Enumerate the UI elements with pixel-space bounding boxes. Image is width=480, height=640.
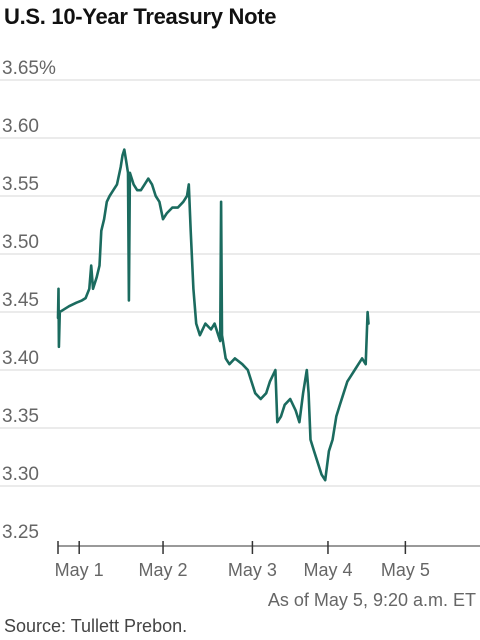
y-tick-label: 3.35 — [2, 406, 39, 427]
x-tick-label: May 4 — [303, 560, 352, 580]
x-tick-label: May 1 — [55, 560, 104, 580]
x-tick-label: May 5 — [381, 560, 430, 580]
source-note: Source: Tullett Prebon. — [4, 616, 188, 636]
y-tick-label: 3.25 — [2, 522, 39, 543]
y-tick-label: 3.40 — [2, 348, 39, 369]
y-tick-label: 3.30 — [2, 464, 39, 485]
y-axis-tick-labels: 3.65% 3.60 3.55 3.50 3.45 3.40 3.35 3.30 3.25 — [2, 58, 56, 543]
y-tick-label: 3.65% — [2, 58, 56, 79]
x-tick-label: May 3 — [228, 560, 277, 580]
chart-title: U.S. 10-Year Treasury Note — [4, 4, 277, 29]
x-tick-label: May 2 — [139, 560, 188, 580]
gridlines — [0, 79, 480, 487]
timestamp-note: As of May 5, 9:20 a.m. ET — [267, 590, 476, 610]
x-axis-ticks: May 1 May 2 May 3 May 4 May 5 — [55, 541, 430, 580]
y-tick-label: 3.55 — [2, 174, 39, 195]
y-tick-label: 3.50 — [2, 232, 39, 253]
y-tick-label: 3.45 — [2, 290, 39, 311]
y-tick-label: 3.60 — [2, 116, 39, 137]
series-line-10yr-yield — [56, 148, 370, 482]
